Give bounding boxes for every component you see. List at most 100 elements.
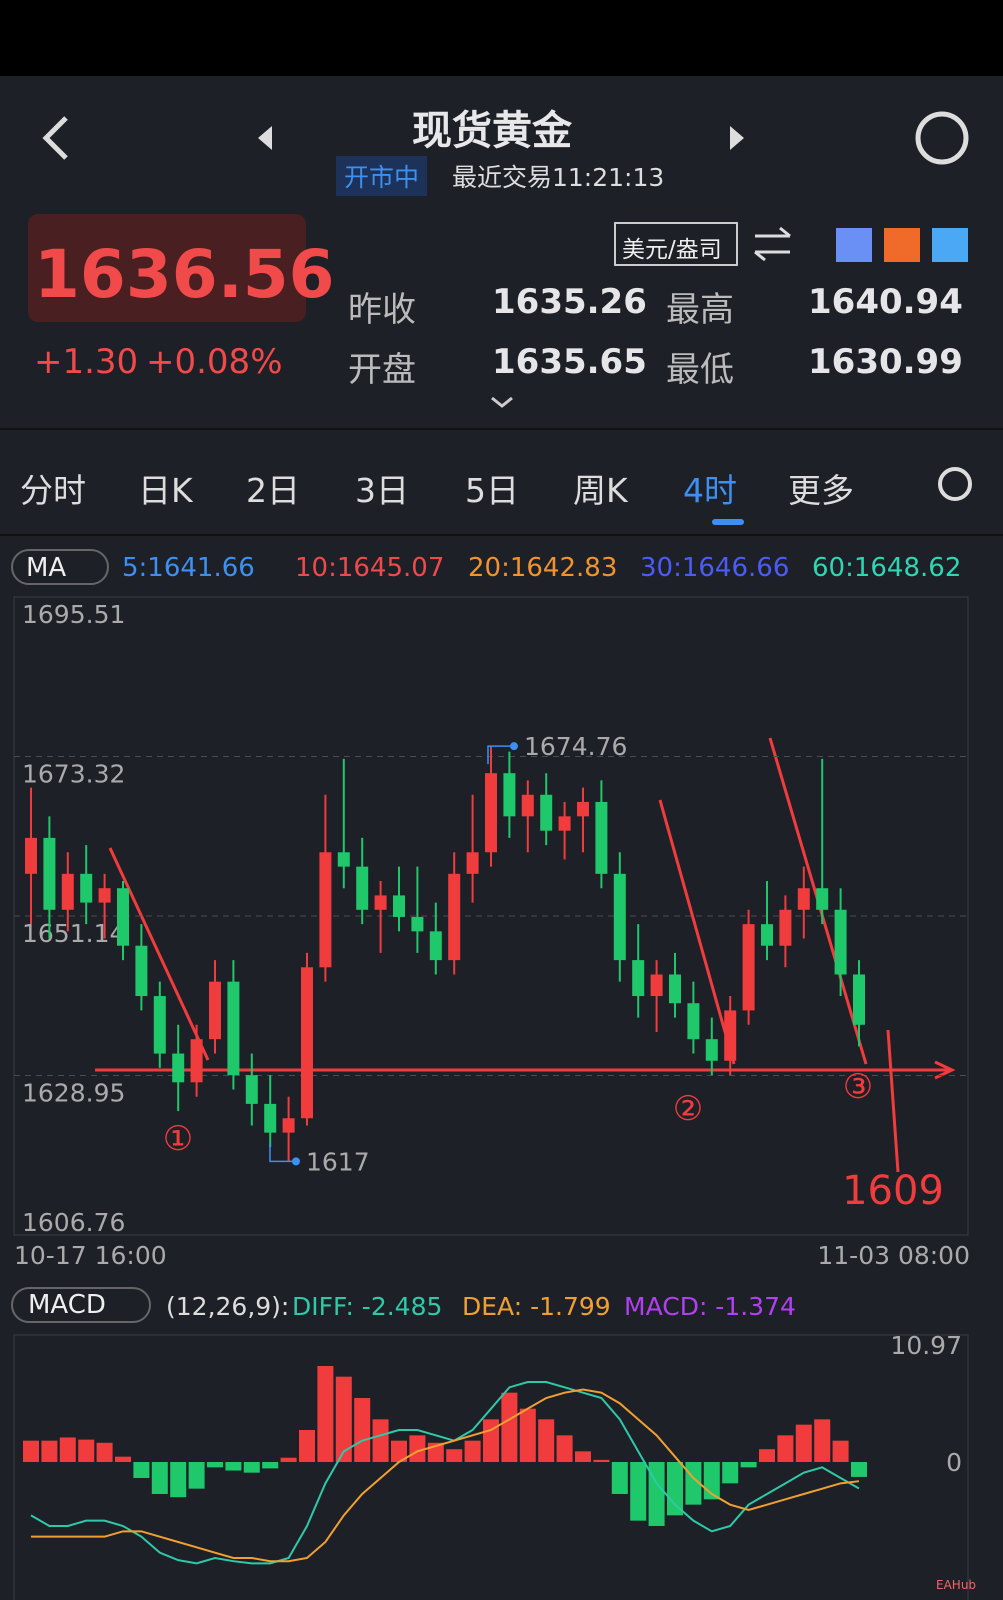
- candle-body: [172, 1053, 185, 1083]
- macd-bar: [575, 1451, 591, 1462]
- divider: [0, 428, 1003, 430]
- field-value: 1630.99: [808, 342, 963, 382]
- field-value: 1635.65: [492, 342, 647, 382]
- low-label: 1617: [306, 1147, 370, 1176]
- macd-bar: [207, 1462, 223, 1468]
- field-label: 最低: [666, 350, 734, 390]
- macd-bar: [59, 1437, 76, 1462]
- macd-bar: [814, 1419, 831, 1462]
- candle-body: [521, 794, 534, 817]
- macd-bar: [317, 1366, 334, 1462]
- tab[interactable]: 2日: [246, 471, 300, 510]
- macd-bar: [391, 1440, 407, 1462]
- unit[interactable]: 美元/盎司: [622, 237, 722, 263]
- candle-body: [374, 895, 387, 910]
- dea-line: [31, 1388, 860, 1563]
- expand[interactable]: [491, 396, 513, 408]
- macd-bar: [519, 1408, 536, 1462]
- tab[interactable]: 更多: [788, 471, 854, 510]
- candle-body: [595, 801, 608, 874]
- next-button[interactable]: [730, 126, 744, 150]
- ma-button[interactable]: [11, 549, 109, 585]
- candle-body: [429, 931, 442, 961]
- tab[interactable]: 周K: [573, 471, 628, 510]
- y-tick-label: 1651.14: [22, 919, 125, 948]
- swap-icon[interactable]: [754, 226, 791, 262]
- annotation: 1609: [842, 1168, 944, 1214]
- macd-frame: [13, 1334, 969, 1600]
- macd-bar: [795, 1424, 812, 1462]
- macd-bar: [446, 1449, 463, 1462]
- macd-bar: [133, 1462, 150, 1478]
- annotation: ③: [843, 1067, 873, 1107]
- candle-body: [853, 974, 865, 1025]
- candle-body: [724, 1010, 737, 1061]
- candle-body: [687, 1003, 700, 1040]
- settings[interactable]: [938, 467, 972, 501]
- tab[interactable]: 日K: [138, 471, 193, 510]
- icon-2[interactable]: [884, 228, 920, 262]
- macd-bar: [41, 1440, 58, 1462]
- macd-button[interactable]: [11, 1287, 151, 1323]
- candle-body: [190, 1039, 203, 1083]
- unit-box[interactable]: [614, 222, 738, 266]
- status: 开市中: [336, 156, 428, 196]
- ma-value: 30:1646.66: [640, 553, 790, 583]
- low-dot: [292, 1157, 300, 1166]
- refresh-button[interactable]: [915, 111, 969, 165]
- macd-bar: [667, 1462, 683, 1516]
- candle-body: [485, 773, 497, 853]
- macd-indicator[interactable]: MACD: [28, 1290, 106, 1320]
- last-trade: 最近交易11:21:13: [452, 163, 665, 192]
- field-label: 开盘: [348, 350, 416, 390]
- icon-1[interactable]: [836, 228, 872, 262]
- ma-indicator[interactable]: MA: [26, 553, 67, 583]
- macd-bar: [501, 1392, 518, 1462]
- tab-indicator: [712, 519, 744, 525]
- candle-body: [43, 837, 56, 910]
- macd-bar: [759, 1449, 775, 1462]
- field-label: 昨收: [348, 290, 416, 330]
- tab[interactable]: 5日: [465, 471, 519, 510]
- macd-bar: [593, 1459, 610, 1462]
- ma-value: 10:1645.07: [295, 553, 445, 583]
- tab[interactable]: 3日: [355, 471, 409, 510]
- macd-bar: [483, 1419, 499, 1462]
- macd-bar: [225, 1462, 242, 1471]
- change: +1.30: [34, 342, 139, 382]
- prev-button[interactable]: [258, 126, 272, 150]
- macd-params: (12,26,9):: [166, 1292, 290, 1321]
- macd-bar: [335, 1376, 352, 1462]
- candle-body: [411, 916, 424, 932]
- macd-bar: [372, 1419, 389, 1462]
- macd-bar: [464, 1440, 481, 1462]
- macd-bar: [409, 1435, 426, 1462]
- diff-line: [30, 1381, 860, 1565]
- back-button[interactable]: [42, 116, 68, 160]
- candle-body: [558, 816, 571, 831]
- candle-body: [301, 967, 313, 1119]
- macd-bar: [243, 1462, 260, 1473]
- candle-body: [797, 888, 810, 910]
- ui: [0, 111, 1003, 1323]
- candle-body: [264, 1103, 277, 1133]
- candle-body: [540, 794, 553, 831]
- macd-bar: [299, 1430, 315, 1462]
- y-tick-label: 1606.76: [22, 1208, 125, 1237]
- candle-body: [816, 888, 829, 910]
- icon-3[interactable]: [932, 228, 968, 262]
- candle-body: [80, 873, 93, 903]
- annotation: ①: [163, 1119, 193, 1159]
- macd-bar: [262, 1462, 279, 1469]
- macd-bar: [722, 1462, 739, 1484]
- candle-body: [153, 996, 166, 1054]
- macd-bar: [630, 1462, 647, 1521]
- ma-value: 60:1648.62: [812, 553, 962, 583]
- candle-body: [245, 1075, 258, 1104]
- field-label: 最高: [666, 290, 734, 330]
- candle-body: [448, 873, 461, 961]
- change-pct: +0.08%: [146, 342, 283, 382]
- tab[interactable]: 4时: [683, 471, 737, 510]
- tab[interactable]: 分时: [20, 471, 86, 510]
